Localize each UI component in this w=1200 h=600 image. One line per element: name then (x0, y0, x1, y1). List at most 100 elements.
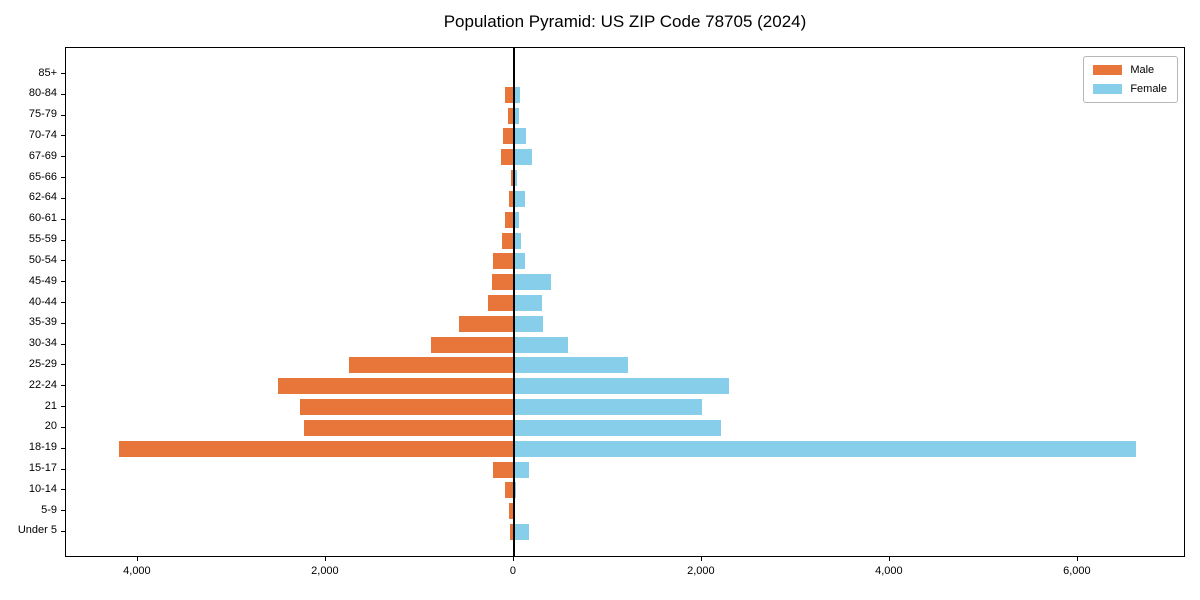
female-bar (513, 128, 526, 145)
legend-male-swatch (1093, 65, 1123, 75)
x-tick-mark (888, 557, 890, 561)
legend-item-female: Female (1093, 83, 1167, 95)
y-tick-label: 62-64 (28, 191, 57, 204)
y-tick-label: 40-44 (28, 295, 57, 308)
male-bar (510, 523, 514, 540)
male-bar (508, 503, 514, 520)
male-bar (493, 253, 514, 270)
y-tick-mark (61, 489, 65, 491)
y-tick-mark (61, 114, 65, 116)
male-bar (492, 461, 514, 478)
x-tick-mark (700, 557, 702, 561)
y-tick-mark (61, 468, 65, 470)
female-bar (513, 440, 1137, 457)
female-bar (513, 399, 702, 416)
y-tick-label: 18-19 (28, 441, 57, 454)
y-tick-label: 50-54 (28, 253, 57, 266)
y-tick-label: 67-69 (28, 149, 57, 162)
y-tick-label: 15-17 (28, 462, 57, 475)
y-tick-label: 55-59 (28, 233, 57, 246)
female-bar (513, 253, 525, 270)
y-tick-label: 30-34 (28, 337, 57, 350)
y-tick-label: 75-79 (28, 108, 57, 121)
y-tick-label: 35-39 (28, 316, 57, 329)
y-tick-mark (61, 260, 65, 262)
y-tick-mark (61, 510, 65, 512)
y-tick-mark (61, 73, 65, 75)
female-bar (513, 86, 520, 103)
female-bar (513, 274, 551, 291)
male-bar (278, 378, 514, 395)
female-bar (513, 190, 525, 207)
female-bar (513, 295, 543, 311)
legend-female-label: Female (1130, 83, 1167, 95)
legend-item-male: Male (1093, 64, 1167, 76)
y-tick-mark (61, 406, 65, 408)
y-tick-label: 22-24 (28, 378, 57, 391)
x-tick-mark (512, 557, 514, 561)
y-tick-mark (61, 281, 65, 283)
female-bar (513, 107, 519, 124)
y-tick-mark (61, 93, 65, 95)
y-tick-mark (61, 302, 65, 303)
male-bar (501, 232, 514, 249)
y-tick-label: 45-49 (28, 274, 57, 287)
x-tick-label: 2,000 (687, 565, 715, 577)
y-tick-label: 5-9 (41, 503, 57, 516)
y-tick-mark (61, 426, 65, 428)
female-bar (513, 232, 521, 249)
x-tick-label: 6,000 (1063, 565, 1091, 577)
y-tick-label: 21 (44, 399, 57, 412)
female-bar (513, 523, 529, 540)
female-bar (513, 170, 517, 187)
x-tick-label: 4,000 (875, 565, 903, 577)
male-bar (505, 482, 514, 499)
male-bar (508, 107, 514, 124)
chart-title: Population Pyramid: US ZIP Code 78705 (2… (443, 12, 807, 31)
male-bar (500, 149, 514, 166)
male-bar (119, 440, 514, 457)
male-bar (299, 399, 514, 416)
y-tick-mark (61, 364, 65, 366)
y-tick-mark (61, 343, 65, 345)
female-bar (513, 461, 530, 478)
y-tick-label: 85+ (38, 66, 57, 79)
y-tick-label: Under 5 (17, 524, 57, 537)
male-bar (303, 419, 514, 436)
male-bar (458, 315, 514, 332)
male-bar (491, 274, 514, 291)
female-bar (513, 211, 519, 228)
y-tick-label: 70-74 (28, 128, 57, 141)
x-tick-label: 0 (509, 565, 516, 577)
x-tick-label: 4,000 (123, 565, 151, 577)
y-tick-label: 80-84 (28, 87, 57, 100)
y-tick-label: 10-14 (28, 482, 57, 495)
y-tick-label: 20 (44, 420, 57, 433)
male-bar (511, 170, 514, 187)
female-bar (513, 378, 730, 395)
y-tick-mark (61, 447, 65, 449)
y-tick-mark (61, 197, 65, 199)
y-tick-mark (61, 385, 65, 387)
female-bar (513, 357, 628, 374)
female-bar (513, 419, 722, 436)
male-bar (431, 336, 514, 353)
zero-axis-line (512, 48, 515, 556)
y-tick-mark (61, 530, 65, 532)
y-tick-mark (61, 135, 65, 137)
legend: Male Female (1083, 56, 1178, 103)
x-tick-mark (324, 557, 326, 561)
x-tick-label: 2,000 (311, 565, 339, 577)
female-bar (513, 336, 568, 353)
y-tick-mark (61, 239, 65, 241)
y-tick-mark (61, 218, 65, 220)
legend-female-swatch (1093, 84, 1123, 94)
male-bar (488, 295, 514, 311)
y-tick-mark (61, 322, 65, 324)
y-tick-label: 65-66 (28, 170, 57, 183)
y-tick-label: 60-61 (28, 212, 57, 225)
x-tick-mark (136, 557, 138, 561)
y-tick-mark (61, 177, 65, 179)
female-bar (513, 149, 533, 166)
